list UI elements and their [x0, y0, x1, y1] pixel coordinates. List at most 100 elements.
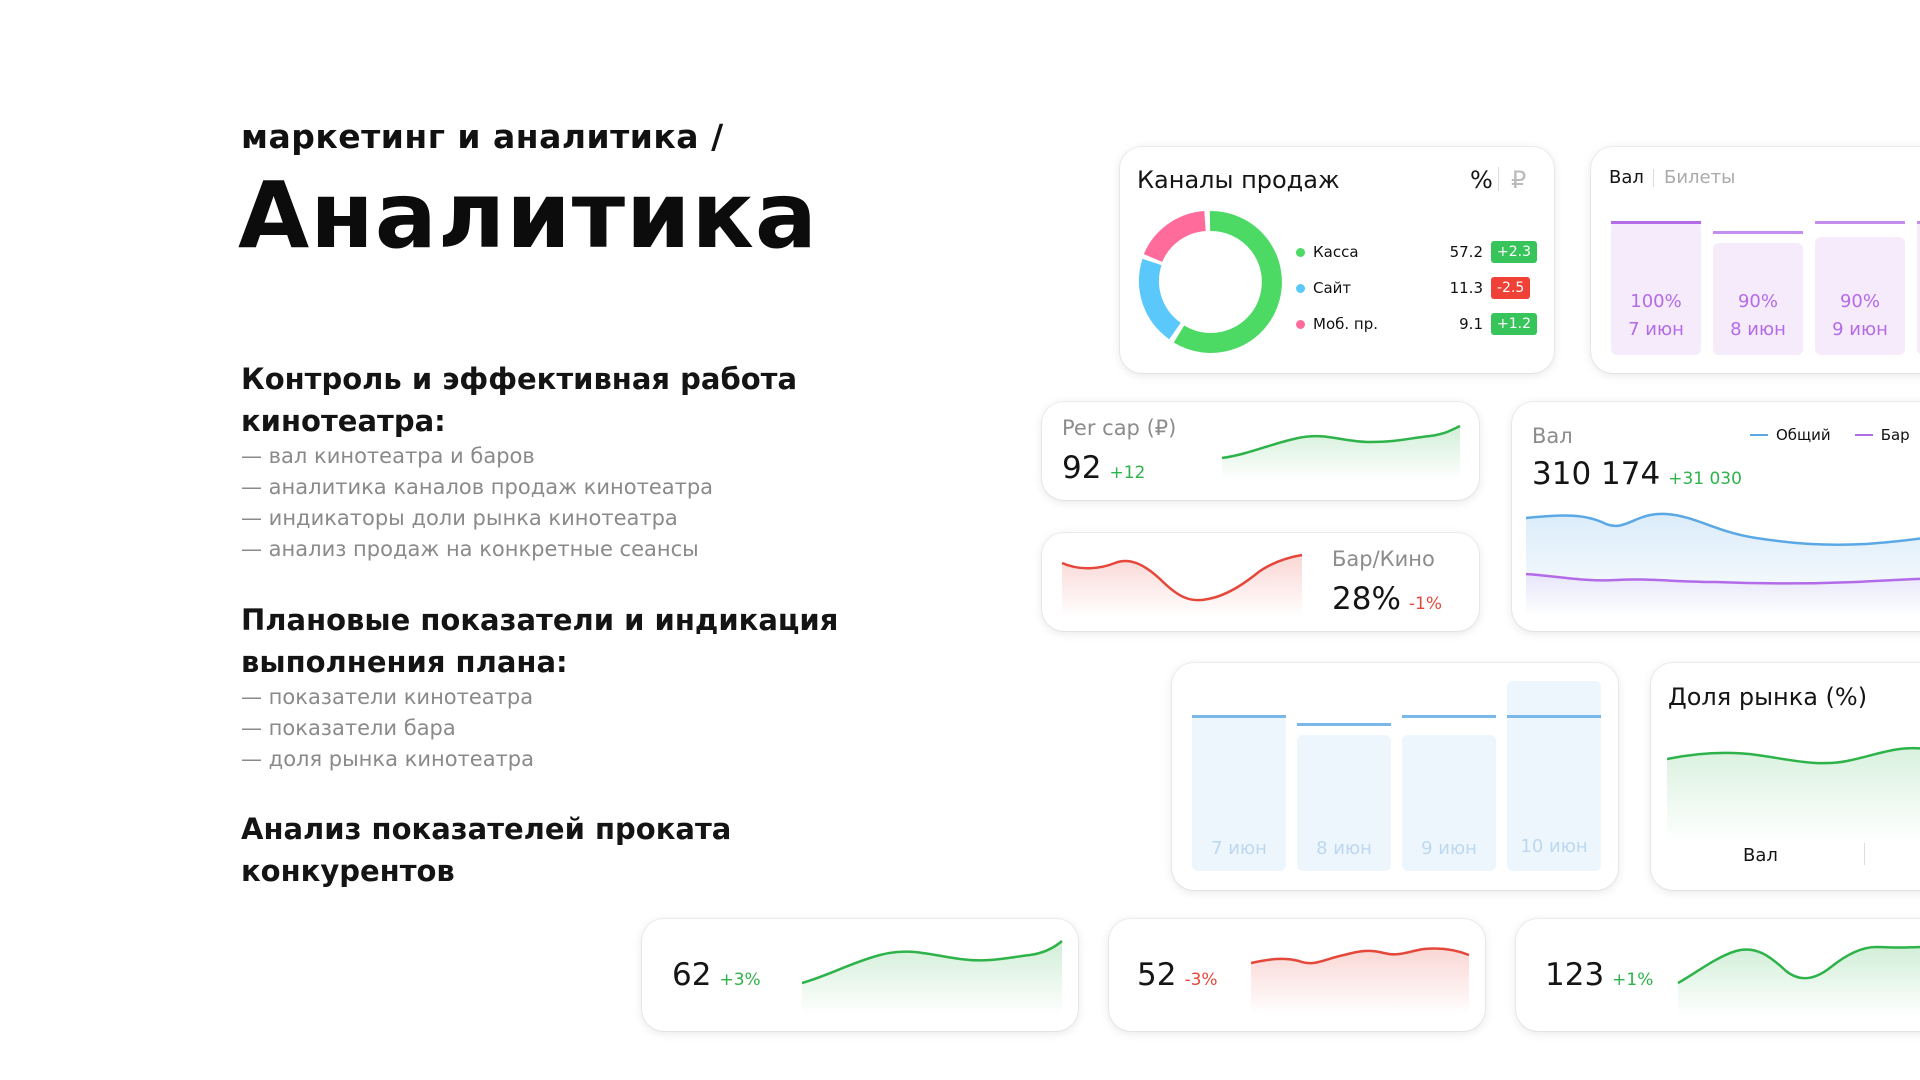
metric-value-group: 123 +1%	[1545, 957, 1653, 993]
plan-line	[1611, 221, 1701, 224]
metric-value-group: 92 +12	[1062, 450, 1145, 486]
metric-delta: +12	[1109, 463, 1146, 483]
plan-bars-card[interactable]: 7 июн 8 июн 9 июн 10 июн	[1172, 663, 1618, 890]
day-bar: 8 июн	[1297, 723, 1391, 871]
plan-line	[1297, 723, 1391, 726]
metric-delta: -1%	[1408, 594, 1443, 614]
donut-chart	[1138, 210, 1282, 353]
mini-metric-card[interactable]: 123 +1%	[1516, 919, 1920, 1031]
metric-value-group: 62 +3%	[672, 957, 761, 993]
plan-line	[1507, 715, 1601, 718]
day-bar: 10 июн	[1507, 681, 1601, 871]
metric-value: 28%	[1332, 581, 1401, 617]
legend-dot	[1296, 319, 1305, 329]
channel-label: Моб. пр.	[1313, 315, 1379, 333]
legend-label: Бар	[1880, 426, 1910, 444]
tab-tickets[interactable]: Билеты	[1664, 167, 1736, 188]
legend-dot	[1296, 283, 1305, 293]
bar-date: 9 июн	[1421, 838, 1477, 859]
metric-delta: +3%	[719, 970, 761, 990]
heading-line: выполнения плана:	[241, 645, 568, 679]
rub-toggle[interactable]: ₽	[1511, 166, 1527, 194]
toggle-divider	[1498, 167, 1499, 191]
bar-pct: 90%	[1737, 291, 1778, 312]
plan-line	[1917, 221, 1920, 224]
bar-date: 8 июн	[1730, 319, 1786, 340]
legend-swatch	[1854, 434, 1873, 436]
plan-line	[1402, 715, 1496, 718]
mini-metric-card[interactable]: 62 +3%	[642, 919, 1078, 1031]
bar-kino-card[interactable]: Бар/Кино 28% -1%	[1042, 533, 1479, 631]
metric-label: Бар/Кино	[1332, 547, 1435, 571]
market-share-card[interactable]: Доля рынка (%) Вал	[1651, 663, 1920, 890]
sparkline-chart	[1221, 424, 1461, 480]
bullet-item: — доля рынка кинотеатра	[241, 747, 535, 771]
day-bar	[1917, 221, 1920, 355]
channel-value: 11.3	[1449, 279, 1483, 297]
day-bar: 90% 8 июн	[1713, 231, 1803, 355]
metric-value: 310 174	[1532, 456, 1661, 492]
day-bar: 9 июн	[1402, 715, 1496, 871]
channel-row: Сайт 11.3 -2.5	[1296, 274, 1544, 302]
card-title: Каналы продаж	[1137, 166, 1340, 194]
metric-value-group: 310 174 +31 030	[1532, 456, 1742, 492]
sales-channels-card[interactable]: Каналы продаж % ₽ Касса 57.2 +2.3 Сайт 1…	[1120, 147, 1554, 373]
mini-metric-card[interactable]: 52 -3%	[1109, 919, 1485, 1031]
channel-label: Касса	[1313, 243, 1359, 261]
channel-value: 9.1	[1459, 315, 1483, 333]
tab-divider	[1653, 169, 1654, 187]
bar-date: 9 июн	[1832, 319, 1888, 340]
bullet-item: — показатели бара	[241, 716, 456, 740]
metric-delta: +1%	[1612, 970, 1654, 990]
bullet-item: — анализ продаж на конкретные сеансы	[241, 537, 699, 561]
bar-date: 7 июн	[1628, 319, 1684, 340]
per-cap-card[interactable]: Per cap (₽) 92 +12	[1042, 402, 1479, 500]
plan-line	[1713, 231, 1803, 234]
sparkline-chart	[1677, 945, 1920, 1017]
metric-value: 62	[672, 957, 712, 993]
tab-divider	[1864, 843, 1865, 865]
card-title: Вал	[1532, 424, 1573, 448]
delta-badge: +2.3	[1491, 241, 1537, 263]
tab-val[interactable]: Вал	[1743, 845, 1778, 866]
donut-segment-mobile	[1143, 211, 1207, 263]
tab-val[interactable]: Вал	[1609, 167, 1644, 188]
metric-value-group: 28% -1%	[1332, 581, 1442, 617]
percent-toggle[interactable]: %	[1470, 166, 1493, 194]
channel-list: Касса 57.2 +2.3 Сайт 11.3 -2.5 Моб. пр. …	[1296, 238, 1544, 338]
day-bar: 7 июн	[1192, 715, 1286, 871]
day-bar: 90% 9 июн	[1815, 221, 1905, 355]
area-chart	[1526, 512, 1920, 612]
bullet-item: — показатели кинотеатра	[241, 685, 534, 709]
donut-segment-kassa	[1173, 210, 1282, 353]
bar-pct: 100%	[1630, 291, 1682, 312]
bar-date: 7 июн	[1211, 838, 1267, 859]
page-title: Аналитика	[238, 162, 819, 269]
heading-line: Плановые показатели и индикация	[241, 603, 839, 637]
legend-label: Общий	[1776, 426, 1831, 444]
bullet-list-plan: — показатели кинотеатра — показатели бар…	[241, 682, 534, 775]
day-bar: 100% 7 июн	[1611, 221, 1701, 355]
metric-value: 92	[1062, 450, 1102, 486]
plan-line	[1815, 221, 1905, 224]
section-heading-competitors: Анализ показателей проката конкурентов	[241, 812, 732, 888]
metric-delta: -3%	[1184, 970, 1218, 990]
plan-line	[1192, 715, 1286, 718]
bullet-item: — индикаторы доли рынка кинотеатра	[241, 506, 678, 530]
card-title: Доля рынка (%)	[1668, 683, 1868, 711]
val-chart-card[interactable]: Вал Общий Бар 310 174 +31 030	[1512, 402, 1920, 631]
bar-date: 10 июн	[1520, 836, 1588, 857]
bullet-list-control: — вал кинотеатра и баров — аналитика кан…	[241, 441, 713, 565]
bar-pct: 90%	[1839, 291, 1880, 312]
delta-badge: +1.2	[1491, 313, 1537, 335]
bar-date: 8 июн	[1316, 838, 1372, 859]
metric-value: 123	[1545, 957, 1605, 993]
sparkline-chart	[1061, 553, 1303, 617]
chart-legend: Общий Бар	[1750, 426, 1910, 444]
val-tickets-card[interactable]: Вал Билеты 100% 7 июн 90% 8 июн 90% 9 ию…	[1591, 147, 1920, 373]
channel-row: Моб. пр. 9.1 +1.2	[1296, 310, 1544, 338]
sparkline-chart	[801, 940, 1063, 1015]
metric-value: 52	[1137, 957, 1177, 993]
section-heading-plan: Плановые показатели и индикация выполнен…	[241, 599, 881, 683]
area-chart	[1667, 746, 1920, 843]
